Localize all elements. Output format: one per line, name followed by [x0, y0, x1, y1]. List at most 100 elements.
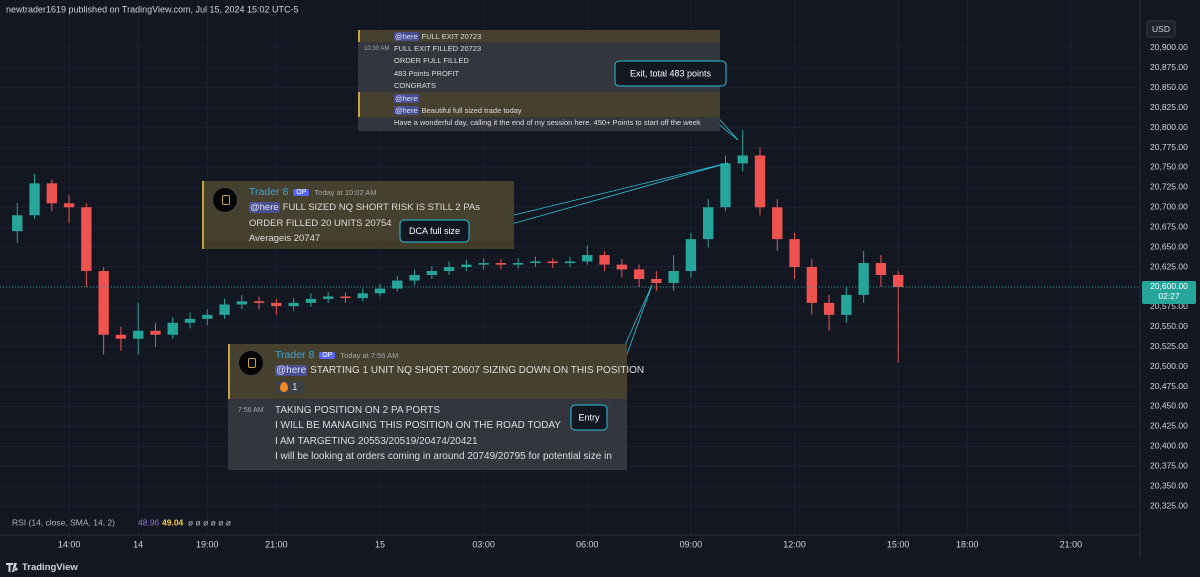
- candle-body: [115, 334, 127, 339]
- candle-body: [288, 302, 299, 307]
- y-tick-label: 20,375.00: [1150, 461, 1188, 471]
- candle-body: [806, 267, 817, 303]
- candle-body: [202, 314, 213, 319]
- message-line: @here STARTING 1 UNIT NQ SHORT 20607 SIZI…: [228, 363, 644, 379]
- candle-body: [357, 293, 368, 299]
- mention: @here: [275, 365, 308, 377]
- y-tick-label: 20,800.00: [1150, 122, 1188, 132]
- candle-body: [167, 322, 178, 335]
- candle-body: [392, 280, 403, 289]
- message-text: I will be looking at orders coming in ar…: [275, 451, 612, 463]
- author-line: Trader 8 OP Today at 7:56 AM: [228, 344, 627, 363]
- candle-body: [150, 330, 161, 335]
- y-tick-label: 20,725.00: [1150, 182, 1188, 192]
- mention: @here: [394, 31, 419, 41]
- avatar: [212, 187, 238, 213]
- message-text: FULL EXIT FILLED 20723: [394, 44, 482, 54]
- candle-body: [98, 271, 109, 335]
- y-tick-label: 20,475.00: [1150, 381, 1188, 391]
- message-line: ORDER FULL FILLED: [358, 55, 720, 67]
- message-line: I WILL BE MANAGING THIS POSITION ON THE …: [228, 418, 627, 434]
- candle-body: [599, 255, 610, 265]
- message-line: @here FULL EXIT 20723: [358, 30, 720, 43]
- x-tick-label: 12:00: [783, 539, 806, 549]
- message-text: STARTING 1 UNIT NQ SHORT 20607 SIZING DO…: [310, 365, 645, 377]
- reaction: 1: [275, 380, 303, 394]
- candle-body: [685, 239, 697, 272]
- rsi-value: 49.04: [162, 517, 184, 527]
- mention: @here: [394, 106, 419, 116]
- y-tick-label: 20,325.00: [1150, 500, 1188, 510]
- candle-body: [443, 267, 455, 272]
- candle-body: [374, 288, 386, 294]
- candle-body: [651, 278, 662, 283]
- candles: [12, 129, 904, 363]
- discord-message: @here FULL EXIT 20723 10:30 AM FULL EXIT FI…: [358, 30, 720, 131]
- rsi-value: 48.96: [138, 517, 160, 527]
- badge: OP: [319, 351, 336, 359]
- author: Trader 8: [275, 349, 315, 361]
- message-text: Beautiful full sized trade today: [421, 106, 522, 116]
- last-price-label: 20,600.00: [1150, 281, 1188, 291]
- candle-body: [271, 302, 282, 307]
- timestamp: Today at 10:02 AM: [314, 187, 377, 197]
- timestamp: 7:56 AM: [238, 406, 264, 414]
- x-tick-label: 14:00: [58, 539, 81, 549]
- timestamp: 10:30 AM: [364, 45, 390, 52]
- candle-body: [253, 301, 265, 303]
- message-line: ORDER FILLED 20 UNITS 20754: [202, 216, 514, 232]
- mention: @here: [394, 93, 419, 103]
- message-head: Trader 8 OP Today at 7:56 AM @here STARTING …: [228, 344, 644, 399]
- last-price-box: [1142, 280, 1196, 304]
- message-line: Averageis 20747: [202, 231, 514, 247]
- y-tick-label: 20,500.00: [1150, 361, 1188, 371]
- message-line: 483 Points PROFIT: [358, 67, 720, 79]
- candle-body: [582, 255, 593, 262]
- candle-body: [46, 183, 57, 204]
- message-line: I will be looking at orders coming in ar…: [228, 449, 627, 465]
- x-tick-label: 14: [133, 539, 143, 549]
- candle-body: [564, 261, 576, 264]
- y-tick-label: 20,550.00: [1150, 321, 1188, 331]
- y-tick-label: 20,850.00: [1150, 82, 1188, 92]
- message-line: 7:56 AM TAKING POSITION ON 2 PA PORTS: [228, 403, 627, 419]
- candle-body: [81, 207, 92, 272]
- candle-body: [340, 296, 351, 299]
- candle-body: [875, 263, 887, 275]
- x-tick-label: 15: [375, 539, 385, 549]
- candle-body: [823, 302, 835, 315]
- candle-body: [495, 263, 507, 265]
- y-tick-label: 20,900.00: [1150, 42, 1188, 52]
- x-tick-label: 21:00: [1060, 539, 1083, 549]
- message-line: 10:30 AM FULL EXIT FILLED 20723: [358, 42, 720, 54]
- countdown: 02:27: [1158, 291, 1180, 301]
- candle-body: [754, 155, 766, 208]
- y-tick-label: 20,625.00: [1150, 261, 1188, 271]
- x-tick-label: 19:00: [196, 539, 219, 549]
- candle-body: [461, 264, 472, 268]
- author-line: Trader 8 OP Today at 10:02 AM: [202, 181, 514, 200]
- y-tick-label: 20,525.00: [1150, 341, 1188, 351]
- candle-body: [858, 263, 869, 295]
- candle-body: [772, 207, 783, 240]
- currency-box: [1146, 20, 1176, 38]
- message-line: CONGRATS: [358, 80, 720, 92]
- y-tick-label: 20,650.00: [1150, 241, 1188, 251]
- discord-message: Trader 8 OP Today at 7:56 AM @here STARTING …: [228, 344, 644, 470]
- x-tick-label: 15:00: [887, 539, 910, 549]
- candle-body: [633, 269, 645, 279]
- message-text: TAKING POSITION ON 2 PA PORTS: [275, 404, 441, 416]
- message-text: Have a wonderful day, calling it the end…: [394, 118, 701, 128]
- message-line: @here FULL SIZED NQ SHORT RISK IS STILL 2…: [202, 200, 514, 216]
- candle-body: [737, 155, 748, 164]
- message-text: CONGRATS: [394, 81, 436, 91]
- message-text: ORDER FULL FILLED: [394, 56, 469, 66]
- reaction-count: 1: [292, 381, 298, 393]
- y-tick-label: 20,700.00: [1150, 202, 1188, 212]
- message-text: 483 Points PROFIT: [394, 68, 460, 78]
- candle-body: [789, 239, 800, 268]
- candle-body: [893, 275, 904, 287]
- y-tick-label: 20,825.00: [1150, 102, 1188, 112]
- candle-body: [236, 301, 247, 305]
